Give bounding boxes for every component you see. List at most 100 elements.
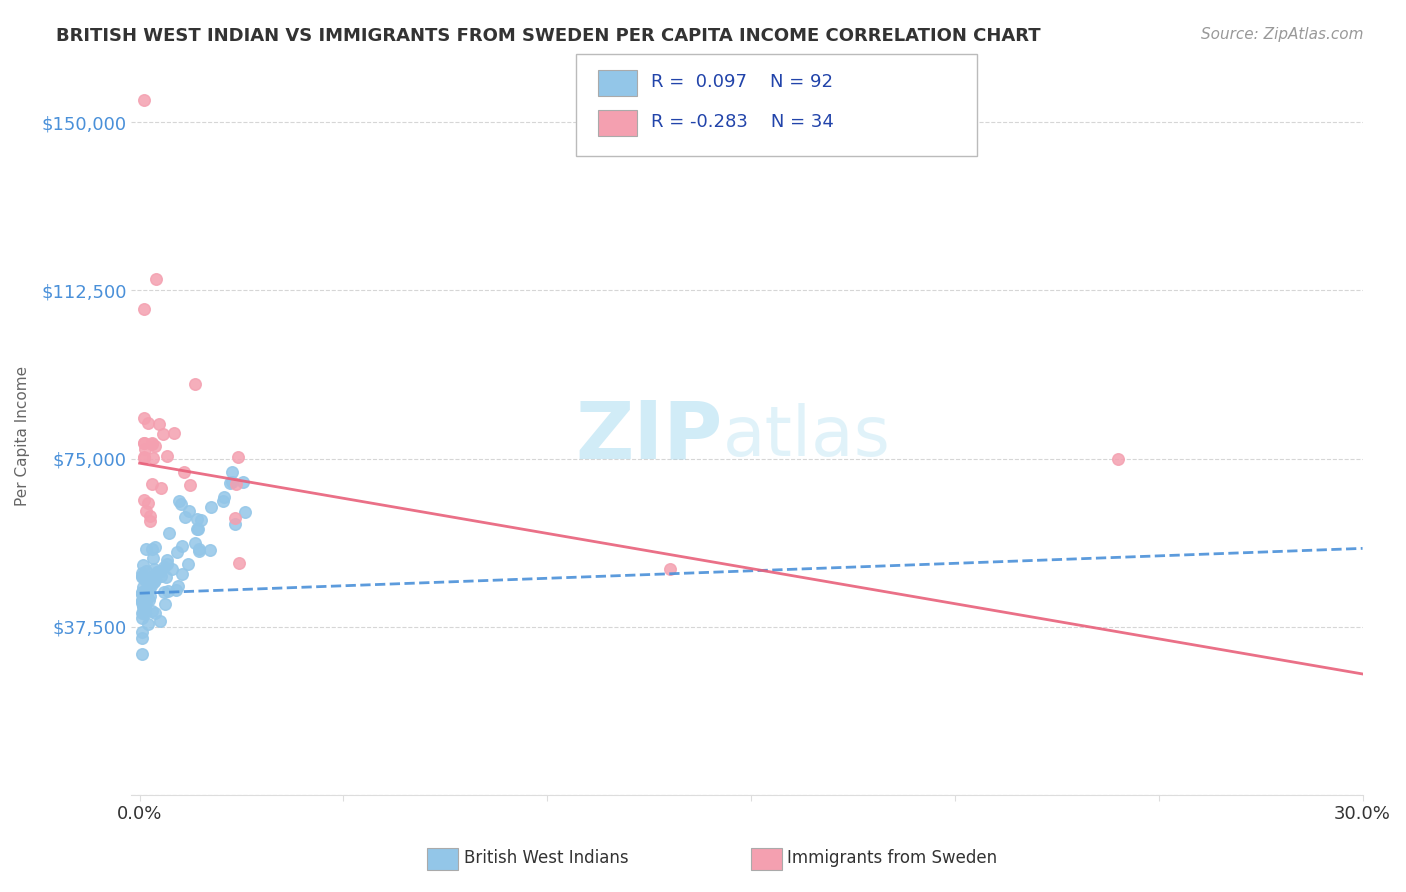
Point <box>170 539 193 553</box>
Point <box>141 477 163 491</box>
Point <box>150 481 173 495</box>
Point <box>134 600 156 615</box>
Point <box>177 557 200 571</box>
Point <box>132 558 155 572</box>
Point <box>157 526 180 541</box>
Point <box>200 500 222 514</box>
Point <box>141 436 163 450</box>
Point <box>156 557 179 571</box>
Point <box>134 93 156 107</box>
Point <box>232 475 254 490</box>
Point <box>132 599 155 614</box>
Point <box>135 585 157 599</box>
Point <box>141 436 163 450</box>
Point <box>177 504 200 518</box>
Point <box>132 570 155 584</box>
Point <box>212 490 235 504</box>
Point <box>152 427 174 442</box>
Point <box>212 494 235 508</box>
Point <box>658 562 681 576</box>
Point <box>131 593 153 607</box>
Point <box>138 592 160 607</box>
Point <box>143 606 166 620</box>
Point <box>152 560 174 574</box>
Point <box>135 595 157 609</box>
Point <box>135 504 157 518</box>
Point <box>143 439 166 453</box>
Point <box>141 551 163 566</box>
Point <box>148 417 170 432</box>
Point <box>163 426 186 441</box>
Point <box>221 475 243 489</box>
Text: R = -0.283    N = 34: R = -0.283 N = 34 <box>651 113 834 131</box>
Point <box>132 580 155 594</box>
Point <box>187 522 209 536</box>
Point <box>131 624 153 639</box>
Point <box>136 416 159 430</box>
Point <box>153 597 176 611</box>
Point <box>134 606 156 620</box>
Point <box>233 505 256 519</box>
Point <box>138 589 160 603</box>
Point <box>131 570 153 584</box>
Point <box>190 513 212 527</box>
Point <box>228 556 250 570</box>
Point <box>150 568 173 582</box>
Text: Immigrants from Sweden: Immigrants from Sweden <box>787 849 997 867</box>
Point <box>142 450 165 465</box>
Point <box>134 573 156 587</box>
Point <box>136 574 159 589</box>
Point <box>157 583 180 598</box>
Point <box>132 492 155 507</box>
Point <box>132 450 155 465</box>
Point <box>135 564 157 578</box>
Point <box>170 497 193 511</box>
Point <box>132 599 155 613</box>
Point <box>186 512 208 526</box>
Point <box>131 586 153 600</box>
Point <box>224 511 246 525</box>
Point <box>186 522 208 536</box>
Point <box>131 632 153 646</box>
Point <box>135 542 157 557</box>
Point <box>141 570 163 584</box>
Point <box>131 584 153 599</box>
Point <box>221 465 243 479</box>
Point <box>143 573 166 587</box>
Point <box>167 579 190 593</box>
Point <box>170 567 193 582</box>
Text: BRITISH WEST INDIAN VS IMMIGRANTS FROM SWEDEN PER CAPITA INCOME CORRELATION CHAR: BRITISH WEST INDIAN VS IMMIGRANTS FROM S… <box>56 27 1040 45</box>
Point <box>136 496 159 510</box>
Point <box>139 508 162 523</box>
Point <box>131 596 153 610</box>
Point <box>132 301 155 316</box>
Point <box>132 605 155 619</box>
Y-axis label: Per Capita Income: Per Capita Income <box>15 367 30 507</box>
Point <box>143 574 166 589</box>
Point <box>1107 451 1129 466</box>
Point <box>155 570 177 584</box>
Point <box>134 590 156 604</box>
Point <box>132 411 155 425</box>
Point <box>226 450 249 464</box>
Point <box>131 586 153 600</box>
Text: ZIP: ZIP <box>575 397 723 475</box>
Point <box>165 582 187 597</box>
Point <box>166 545 188 559</box>
Point <box>162 562 184 576</box>
Point <box>136 590 159 604</box>
Point <box>131 597 153 611</box>
Point <box>132 598 155 612</box>
Point <box>224 516 246 531</box>
Point <box>131 611 153 625</box>
Point <box>131 647 153 661</box>
Point <box>134 583 156 598</box>
Point <box>134 442 156 456</box>
Point <box>141 572 163 586</box>
Point <box>167 493 190 508</box>
Point <box>135 573 157 587</box>
Point <box>131 606 153 620</box>
Point <box>131 566 153 581</box>
Text: British West Indians: British West Indians <box>464 849 628 867</box>
Point <box>139 515 162 529</box>
